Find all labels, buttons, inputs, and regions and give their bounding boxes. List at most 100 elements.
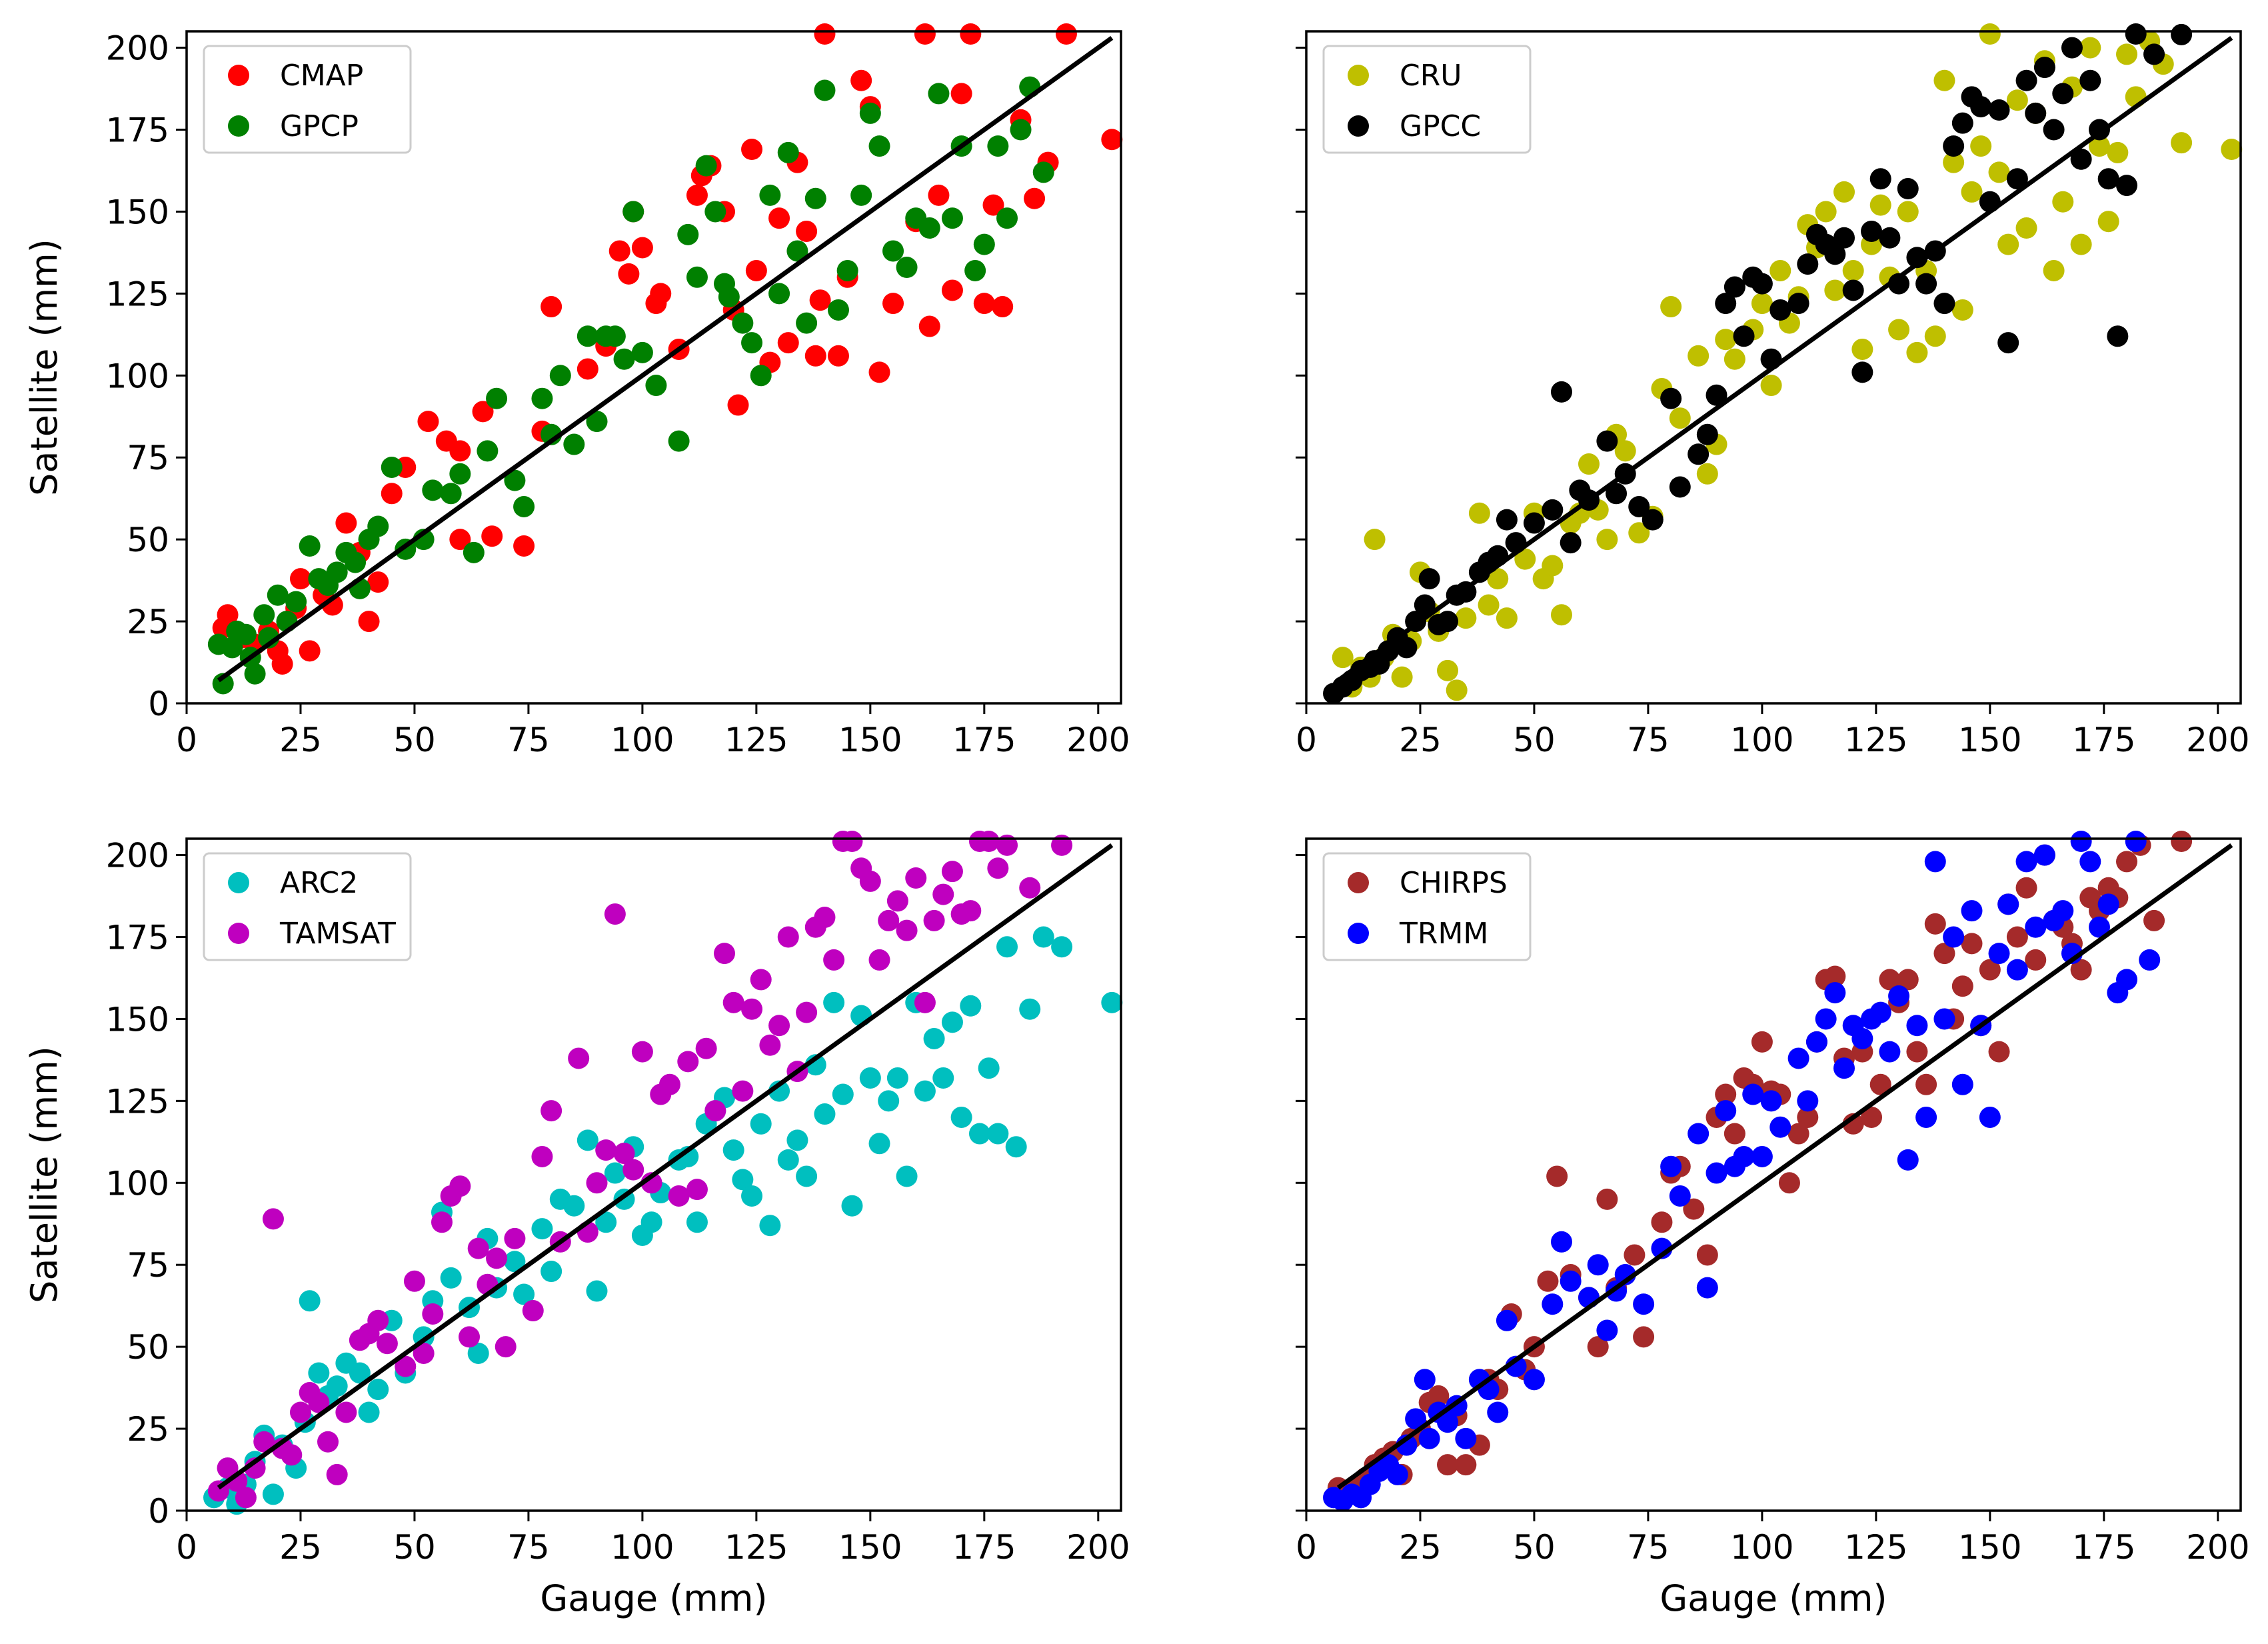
fit-line [1336, 843, 2233, 1490]
point-gpcp [804, 187, 826, 209]
point-gpcc [1824, 243, 1846, 265]
point-gpcc [1437, 611, 1459, 633]
point-gpcc [2097, 168, 2119, 190]
point-trmm [2079, 851, 2101, 873]
x-tick-label: 175 [2072, 721, 2135, 759]
x-tick-label: 75 [1627, 721, 1670, 759]
tick-marks [1296, 854, 2219, 1521]
point-gpcc [2171, 23, 2193, 45]
point-gpcc [1642, 509, 1664, 531]
point-cru [1933, 69, 1955, 91]
point-cru [1961, 181, 1983, 203]
y-tick-label: 75 [127, 1246, 169, 1285]
point-cru [1751, 293, 1773, 315]
point-cmap [449, 529, 471, 551]
point-trmm [2139, 949, 2161, 971]
point-cru [1364, 529, 1386, 551]
plot-frame [185, 30, 1122, 705]
point-trmm [1386, 1463, 1408, 1485]
point-trmm [1437, 1411, 1459, 1433]
point-arc2 [832, 1083, 854, 1105]
point-gpcc [1797, 253, 1819, 275]
point-cmap [914, 23, 936, 45]
point-gpcc [2070, 148, 2092, 170]
point-gpcp [859, 102, 881, 124]
point-arc2 [841, 1195, 863, 1217]
point-cru [1851, 338, 1873, 360]
point-arc2 [358, 1401, 380, 1423]
point-arc2 [299, 1290, 321, 1312]
point-cru [1332, 647, 1354, 669]
point-trmm [1751, 1145, 1773, 1167]
point-arc2 [1101, 991, 1123, 1013]
point-tamsat [987, 857, 1009, 879]
legend-box [1322, 45, 1532, 154]
point-gpcp [463, 541, 485, 563]
point-tamsat [960, 900, 982, 922]
point-arc2 [1005, 1136, 1027, 1158]
x-tick-label: 100 [1730, 1528, 1793, 1567]
y-tick-label: 175 [106, 919, 169, 957]
point-cru [2107, 141, 2129, 163]
y-tick-label: 125 [106, 275, 169, 313]
point-cru [2088, 135, 2110, 157]
point-gpcp [718, 286, 740, 308]
point-cru [1924, 325, 1946, 347]
point-arc2 [950, 1106, 972, 1128]
point-tamsat [732, 1080, 754, 1102]
x-tick-labels: 0 25 50 75 100 125 150 175 200 [176, 721, 1130, 759]
point-chirps [1869, 1073, 1891, 1095]
point-arc2 [541, 1261, 563, 1283]
point-trmm [1787, 1047, 1809, 1069]
y-tick-label: 200 [106, 29, 169, 68]
point-cmap [982, 194, 1004, 216]
point-gpcc [1660, 387, 1682, 409]
point-cru [1628, 522, 1650, 544]
point-trmm [1906, 1015, 1928, 1037]
point-cmap [768, 207, 790, 229]
y-tick-labels: 0 25 50 75 100 125 150 175 200 [106, 29, 169, 723]
point-gpcc [1751, 273, 1773, 295]
point-gpcc [1715, 293, 1737, 315]
point-cru [2221, 139, 2243, 161]
point-tamsat [308, 1391, 330, 1413]
legend-label-chirps: CHIRPS [1400, 866, 1508, 900]
point-gpcc [1787, 293, 1809, 315]
point-gpcp [513, 495, 535, 517]
point-arc2 [896, 1165, 918, 1187]
point-cmap [289, 568, 311, 590]
tick-marks [1296, 47, 2219, 714]
point-arc2 [923, 1027, 945, 1049]
point-cmap [960, 23, 982, 45]
point-trmm [1542, 1293, 1564, 1315]
point-cmap [827, 345, 849, 367]
y-tick-label: 175 [106, 111, 169, 150]
x-tick-label: 75 [1627, 1528, 1670, 1567]
legend-label-gpcp: GPCP [280, 109, 359, 143]
x-tick-label: 25 [1399, 1528, 1442, 1567]
point-gpcp [973, 233, 995, 255]
tick-marks [176, 854, 1100, 1521]
point-cmap [449, 440, 471, 462]
point-chirps [2025, 949, 2047, 971]
panel-bottom-right: 0 25 50 75 100 125 150 175 200 CHIRPS TRMM Gauge… [1296, 831, 2250, 1619]
point-gpcp [668, 430, 690, 452]
point-tamsat [704, 1100, 726, 1122]
point-trmm [1951, 1073, 1973, 1095]
point-trmm [1879, 1041, 1901, 1063]
point-cmap [367, 571, 389, 593]
legend-marker-arc2 [228, 872, 249, 893]
point-gpcc [2033, 57, 2055, 79]
point-cru [1514, 548, 1536, 570]
point-tamsat [289, 1401, 311, 1423]
point-arc2 [1051, 936, 1073, 958]
point-gpcp [814, 79, 836, 101]
point-cru [2043, 259, 2065, 281]
point-tamsat [422, 1303, 444, 1325]
point-arc2 [777, 1149, 799, 1171]
point-tamsat [905, 867, 927, 889]
point-gpcp [941, 207, 963, 229]
point-chirps [2006, 926, 2028, 948]
x-tick-label: 125 [1844, 721, 1907, 759]
point-cru [1888, 319, 1910, 341]
